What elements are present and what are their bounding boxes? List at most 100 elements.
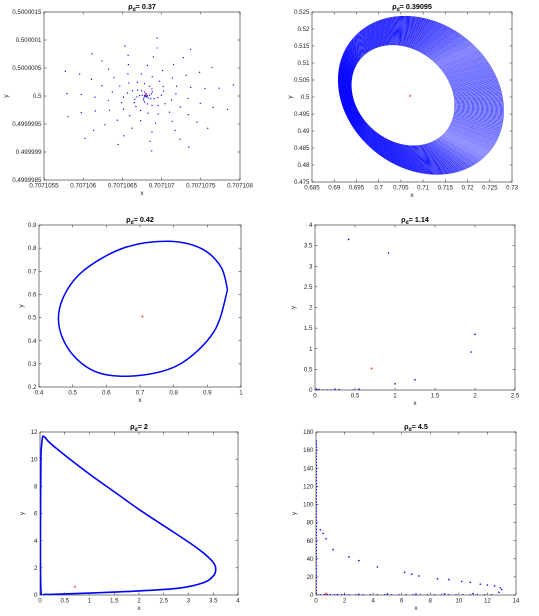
trajectory-point	[483, 594, 486, 595]
y-axis-label: y	[19, 511, 26, 515]
trajectory-point	[148, 94, 151, 96]
trajectory-point	[418, 575, 420, 577]
trajectory-point	[336, 593, 339, 595]
subplot-2: 0.685 0.69 0.695 0.7 0.705 0.71 0.715 0.72 0.725…	[287, 2, 519, 199]
trajectory-point	[135, 105, 137, 108]
subplot-title: ρd= 4.5	[404, 422, 428, 433]
trajectory-point	[316, 488, 318, 491]
equilibrium-marker: *	[145, 93, 148, 100]
subplot-1: 0.7071055 0.707106 0.7071065 0.707107 0.7071…	[3, 2, 253, 197]
trajectory-point	[149, 140, 151, 143]
trajectory-point	[127, 63, 130, 66]
trajectory-point	[156, 37, 158, 39]
y-tick-label: 0.2	[28, 384, 37, 391]
y-tick-label: 0.49	[297, 128, 310, 135]
trajectory-point	[145, 92, 147, 95]
y-tick-label: 0	[309, 387, 313, 394]
limit-cycle	[57, 240, 229, 378]
trajectory-point	[326, 389, 328, 390]
trajectory-point	[316, 552, 318, 555]
trajectory-point	[154, 122, 157, 124]
trajectory-point	[143, 82, 146, 85]
trajectory-point	[316, 443, 318, 445]
trajectory-point	[143, 101, 146, 103]
trajectory-point	[211, 66, 213, 69]
plot-area: *	[316, 440, 503, 595]
y-tick-label: 2.5	[304, 284, 313, 291]
trajectory-point	[143, 91, 146, 93]
trajectory-point	[207, 127, 209, 129]
x-tick-label: 3	[187, 598, 191, 605]
x-tick-label: 1	[88, 598, 92, 605]
x-tick-label: 0.7071065	[108, 183, 138, 190]
x-tick-label: 0.7	[136, 390, 145, 397]
trajectory-point	[204, 87, 206, 90]
x-tick-label: 4	[236, 598, 240, 605]
axes-box	[39, 431, 239, 596]
x-tick-label: 0.71	[417, 185, 430, 192]
trajectory-point	[145, 95, 147, 97]
x-axis-label: x	[410, 192, 414, 199]
y-tick-label: 10	[31, 456, 38, 463]
y-tick-label: 0.525	[294, 9, 310, 16]
trajectory-point	[187, 97, 189, 100]
trajectory-point	[500, 588, 503, 591]
y-tick-label: 4	[34, 538, 38, 545]
plot-area: *	[64, 37, 235, 152]
x-axis-label: x	[137, 605, 141, 612]
plot-area: *	[337, 15, 504, 175]
trajectory-point	[470, 351, 472, 353]
subplot-3: 0.4 0.5 0.6 0.7 0.8 0.9 1 0.2 0.3 0.4 0.5 0.6 0.7 0.8…	[18, 215, 243, 404]
subplot-6: 0 2 4 6 8 10 12 14020406080100120140160180xyρd=…	[291, 422, 520, 612]
subplot-title: ρd= 0.37	[128, 2, 156, 13]
x-tick-label: 0.73	[506, 185, 519, 192]
trajectory-point	[472, 592, 474, 595]
trajectory-point	[316, 519, 318, 521]
trajectory-point	[316, 592, 318, 594]
trajectory-point	[108, 109, 111, 111]
equilibrium-marker: *	[409, 94, 412, 101]
x-tick-label: 2	[473, 393, 477, 400]
trajectory-point	[141, 94, 144, 96]
trajectory-point	[218, 87, 220, 89]
trajectory-point	[460, 580, 463, 583]
trajectory-point	[338, 388, 340, 390]
x-tick-label: 0.707108	[227, 183, 253, 190]
trajectory-point	[348, 594, 350, 595]
trajectory-point	[179, 106, 181, 108]
trajectory-point	[196, 121, 198, 123]
trajectory-point	[316, 504, 318, 506]
y-tick-label: 0	[310, 592, 314, 599]
trajectory-point	[171, 120, 173, 122]
trajectory-point	[316, 513, 318, 515]
trajectory-point	[116, 119, 118, 121]
trajectory-point	[124, 45, 126, 47]
trajectory-point	[474, 333, 476, 336]
trajectory-point	[316, 458, 318, 461]
trajectory-point	[383, 594, 386, 595]
trajectory-point	[433, 594, 436, 595]
trajectory-point	[123, 135, 125, 137]
trajectory-point	[448, 594, 450, 595]
trajectory-point	[316, 491, 318, 494]
y-axis-label: y	[287, 95, 294, 99]
trajectory-point	[469, 581, 472, 584]
trajectory-point	[316, 537, 318, 540]
x-tick-label: 0.6	[102, 390, 111, 397]
trajectory-point	[352, 389, 355, 390]
trajectory-point	[151, 91, 153, 93]
trajectory-point	[387, 252, 390, 254]
trajectory-point	[93, 129, 95, 132]
trajectory-point	[188, 146, 190, 148]
y-tick-label: 12	[31, 429, 38, 436]
trajectory-point	[67, 115, 69, 118]
trajectory-point	[355, 594, 357, 595]
trajectory-point	[334, 388, 336, 390]
trajectory-point	[358, 388, 360, 390]
trajectory-point	[493, 585, 496, 587]
trajectory-point	[498, 591, 500, 594]
axes-box	[43, 11, 241, 181]
trajectory-point	[316, 555, 318, 558]
y-axis-label: y	[290, 305, 297, 309]
